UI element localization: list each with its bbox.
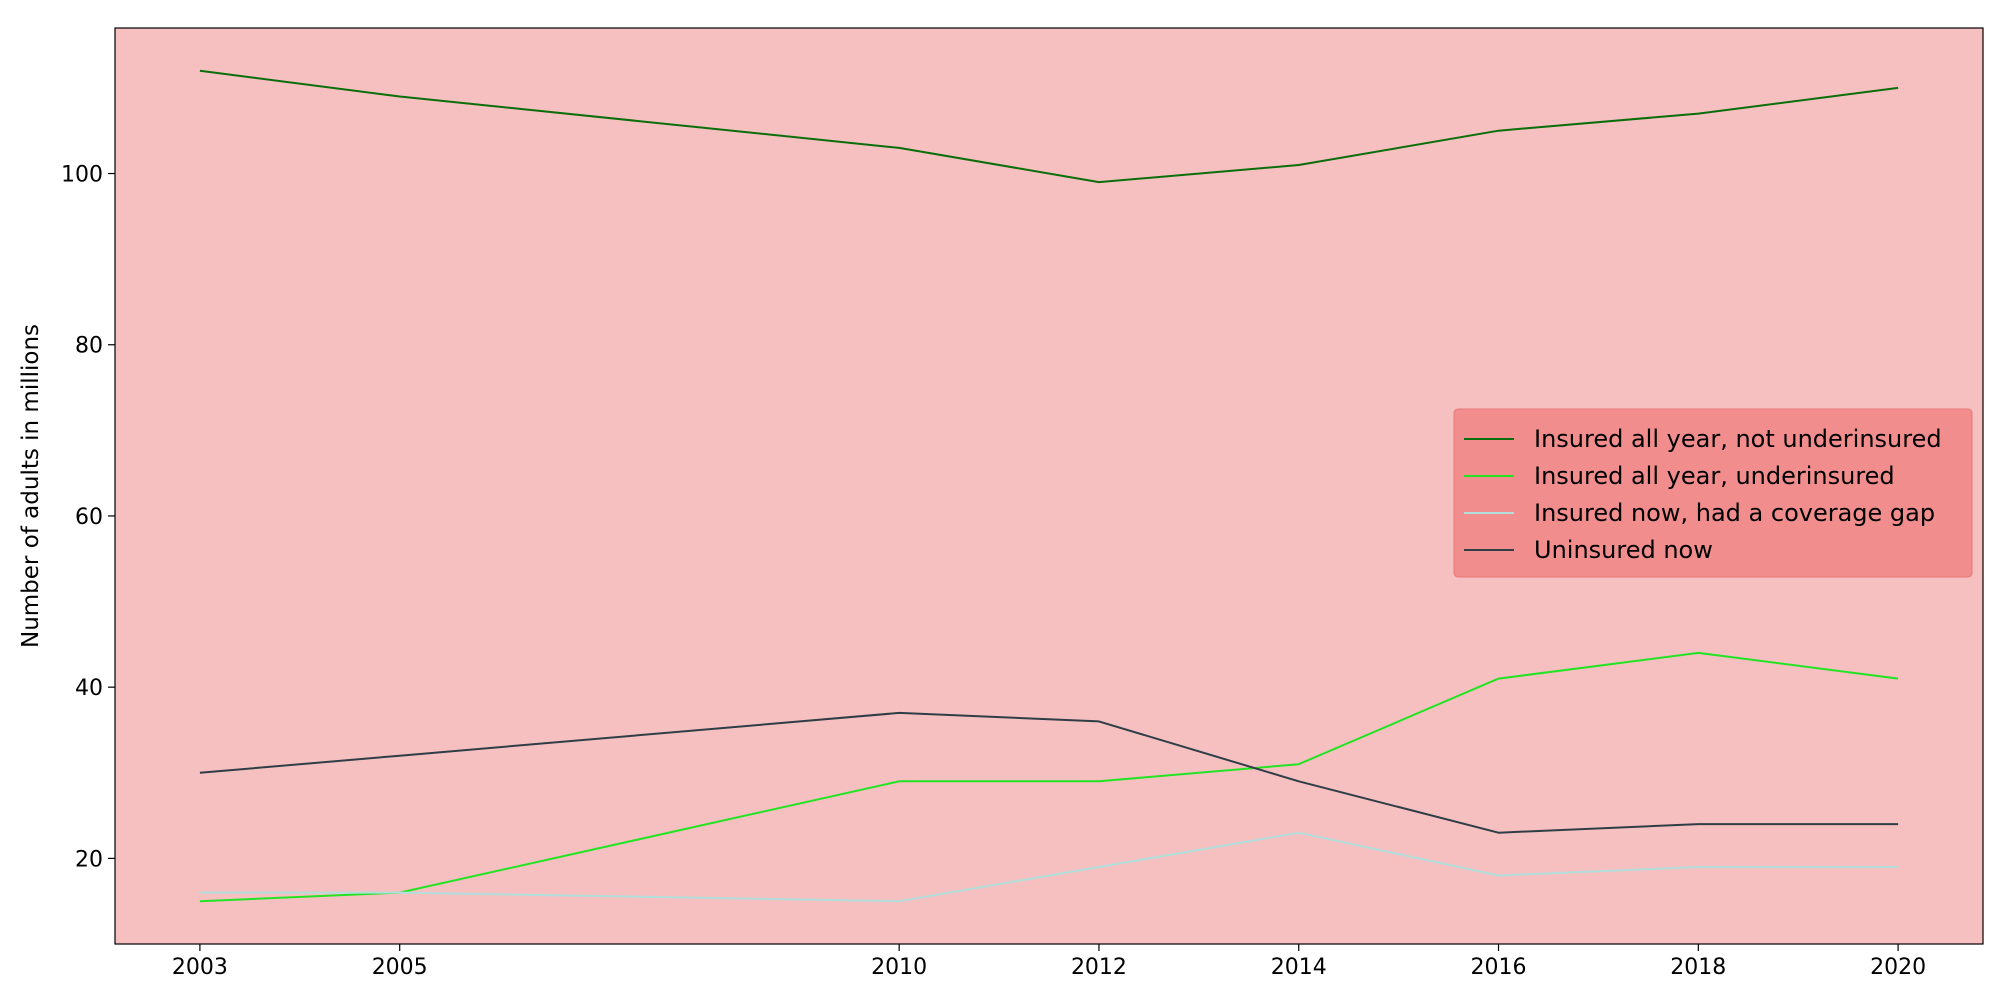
y-tick-label: 20 bbox=[75, 847, 103, 872]
x-tick-label: 2016 bbox=[1471, 955, 1527, 980]
x-tick-label: 2005 bbox=[372, 955, 428, 980]
x-tick-label: 2010 bbox=[871, 955, 927, 980]
series-line-2 bbox=[199, 651, 1899, 903]
y-tick-label: 40 bbox=[75, 676, 103, 701]
x-tick-label: 2003 bbox=[172, 955, 228, 980]
legend-box bbox=[1453, 408, 1973, 578]
series-line-1 bbox=[199, 69, 1899, 184]
y-axis: 20 40 60 80 100 bbox=[61, 163, 115, 872]
x-tick-label: 2018 bbox=[1670, 955, 1726, 980]
y-tick-label: 60 bbox=[75, 505, 103, 530]
y-axis-label: Number of adults in millions bbox=[18, 324, 44, 648]
legend-label: Uninsured now bbox=[1534, 536, 1713, 564]
legend-label: Insured all year, underinsured bbox=[1534, 462, 1895, 490]
series-layer bbox=[199, 69, 1899, 903]
series-line-4 bbox=[199, 711, 1899, 834]
x-tick-label: 2020 bbox=[1870, 955, 1926, 980]
y-tick-label: 100 bbox=[61, 163, 103, 188]
legend: Insured all year, not underinsured Insure… bbox=[1453, 408, 1973, 578]
legend-label: Insured all year, not underinsured bbox=[1534, 425, 1942, 453]
x-axis: 2003 2005 2010 2012 2014 2016 2018 2020 bbox=[172, 944, 1926, 980]
x-tick-label: 2012 bbox=[1071, 955, 1127, 980]
y-tick-label: 80 bbox=[75, 334, 103, 359]
series-line-3 bbox=[199, 831, 1899, 903]
plot-frame bbox=[114, 27, 1984, 945]
legend-label: Insured now, had a coverage gap bbox=[1534, 499, 1935, 527]
x-tick-label: 2014 bbox=[1271, 955, 1327, 980]
